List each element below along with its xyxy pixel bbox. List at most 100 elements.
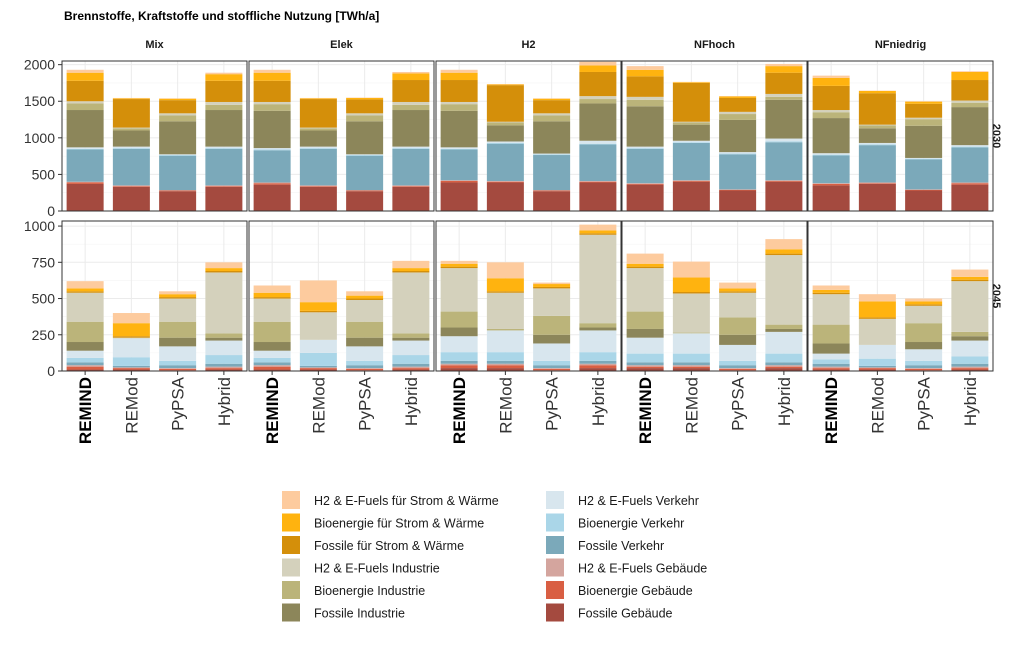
bar-segment-fossile-verkehr-pypsa	[905, 365, 942, 368]
bar-segment-h2-e-fuels-geb-ude-remind	[441, 180, 478, 181]
panel-nfhoch-2030	[622, 61, 807, 211]
bar-segment-h2-e-fuels-geb-ude-remind	[441, 364, 478, 365]
bar-segment-fossile-industrie-hybrid	[392, 110, 429, 147]
legend-label: H2 & E-Fuels Verkehr	[578, 494, 699, 508]
bar-segment-h2-e-fuels-verkehr-hybrid	[205, 341, 242, 355]
facet-label-nfhoch: NFhoch	[694, 39, 735, 51]
x-tick-label-hybrid: Hybrid	[215, 377, 234, 426]
bar-segment-fossile-f-r-strom-w-rme-remod	[300, 311, 337, 312]
bar-segment-bioenergie-f-r-strom-w-rme-pypsa	[719, 288, 756, 291]
bar-segment-h2-e-fuels-industrie-pypsa	[905, 118, 942, 119]
bar-segment-h2-e-fuels-f-r-strom-w-rme-hybrid	[951, 71, 988, 72]
bar-segment-fossile-industrie-hybrid	[205, 110, 242, 147]
bar-segment-fossile-verkehr-hybrid	[205, 149, 242, 186]
legend-item-h2-e-fuels-f-r-strom-w-rme: H2 & E-Fuels für Strom & Wärme	[282, 491, 499, 509]
bar-segment-h2-e-fuels-verkehr-remind	[254, 351, 291, 358]
bar-segment-bioenergie-verkehr-pypsa	[905, 159, 942, 160]
bar-segment-fossile-f-r-strom-w-rme-remind	[627, 76, 664, 96]
bar-segment-h2-e-fuels-geb-ude-pypsa	[905, 368, 942, 369]
bar-segment-bioenergie-geb-ude-remind	[441, 181, 478, 182]
bar-segment-bioenergie-verkehr-remind	[67, 149, 104, 150]
x-tick-label-remod: REMod	[122, 377, 141, 434]
y-tick-label-2030-1000: 1000	[24, 130, 55, 146]
bar-segment-h2-e-fuels-f-r-strom-w-rme-remind	[67, 70, 104, 73]
bar-segment-bioenergie-industrie-remind	[627, 100, 664, 107]
bar-segment-h2-e-fuels-verkehr-pypsa	[719, 345, 756, 361]
x-tick-label-pypsa: PyPSA	[729, 376, 748, 431]
bar-segment-bioenergie-f-r-strom-w-rme-remod	[300, 302, 337, 311]
bar-segment-h2-e-fuels-f-r-strom-w-rme-pypsa	[159, 291, 196, 294]
bar-segment-h2-e-fuels-industrie-hybrid	[392, 102, 429, 105]
bar-segment-h2-e-fuels-geb-ude-remod	[113, 185, 150, 186]
bar-segment-fossile-verkehr-remod	[673, 143, 710, 180]
bar-segment-h2-e-fuels-f-r-strom-w-rme-remind	[441, 70, 478, 73]
bar-segment-bioenergie-industrie-hybrid	[765, 325, 802, 329]
bar-segment-bioenergie-verkehr-remod	[673, 142, 710, 143]
bar-segment-h2-e-fuels-verkehr-remod	[300, 340, 337, 353]
bar-segment-fossile-verkehr-remod	[487, 361, 524, 364]
bar-segment-fossile-industrie-pypsa	[159, 121, 196, 154]
bar-segment-bioenergie-geb-ude-remind	[627, 184, 664, 185]
x-tick-label-remod: REMod	[496, 377, 515, 434]
bar-segment-h2-e-fuels-f-r-strom-w-rme-hybrid	[579, 62, 616, 66]
legend-label: Fossile für Strom & Wärme	[314, 539, 464, 553]
bar-segment-fossile-verkehr-remod	[300, 149, 337, 186]
bar-segment-bioenergie-industrie-pypsa	[533, 116, 570, 122]
legend-item-bioenergie-verkehr: Bioenergie Verkehr	[546, 514, 684, 532]
bar-segment-h2-e-fuels-industrie-remind	[254, 102, 291, 104]
bar-segment-fossile-verkehr-hybrid	[765, 142, 802, 180]
bar-segment-fossile-verkehr-hybrid	[579, 144, 616, 181]
bar-segment-h2-e-fuels-industrie-pypsa	[533, 113, 570, 115]
bar-segment-bioenergie-industrie-hybrid	[205, 105, 242, 110]
legend-label: Fossile Gebäude	[578, 607, 673, 621]
legend-item-h2-e-fuels-verkehr: H2 & E-Fuels Verkehr	[546, 491, 699, 509]
legend-item-bioenergie-industrie: Bioenergie Industrie	[282, 581, 425, 599]
bar-segment-h2-e-fuels-geb-ude-remind	[627, 183, 664, 184]
bar-segment-fossile-geb-ude-pypsa	[346, 191, 383, 211]
bar-segment-h2-e-fuels-f-r-strom-w-rme-hybrid	[205, 262, 242, 268]
bar-segment-bioenergie-geb-ude-remod	[487, 365, 524, 368]
bar-segment-fossile-industrie-remod	[300, 131, 337, 147]
bar-segment-bioenergie-verkehr-pypsa	[346, 361, 383, 365]
bar-segment-fossile-industrie-remind	[627, 329, 664, 338]
bar-segment-fossile-f-r-strom-w-rme-pypsa	[905, 104, 942, 118]
bar-segment-h2-e-fuels-verkehr-pypsa	[159, 346, 196, 360]
bar-segment-bioenergie-f-r-strom-w-rme-hybrid	[951, 277, 988, 280]
bar-segment-fossile-industrie-remind	[67, 342, 104, 351]
bar-segment-h2-e-fuels-geb-ude-hybrid	[951, 367, 988, 368]
bar-segment-bioenergie-verkehr-remind	[813, 359, 850, 363]
bar-segment-h2-e-fuels-industrie-hybrid	[392, 272, 429, 333]
bar-segment-fossile-f-r-strom-w-rme-hybrid	[579, 233, 616, 234]
bar-segment-h2-e-fuels-verkehr-pypsa	[905, 158, 942, 159]
bar-segment-fossile-industrie-pypsa	[346, 121, 383, 154]
bar-segment-h2-e-fuels-geb-ude-remind	[627, 365, 664, 366]
bar-segment-h2-e-fuels-verkehr-hybrid	[579, 330, 616, 352]
bar-segment-h2-e-fuels-geb-ude-hybrid	[765, 365, 802, 366]
bar-segment-h2-e-fuels-verkehr-pypsa	[533, 343, 570, 360]
chart-title: Brennstoffe, Kraftstoffe und stoffliche …	[64, 9, 379, 23]
bar-segment-fossile-verkehr-remod	[673, 362, 710, 365]
bar-segment-bioenergie-f-r-strom-w-rme-pypsa	[346, 98, 383, 99]
facet-label-elek: Elek	[330, 39, 354, 51]
bar-segment-bioenergie-geb-ude-hybrid	[579, 365, 616, 368]
legend-swatch	[282, 559, 300, 577]
panel-nfniedrig-2030	[808, 61, 993, 211]
bar-segment-fossile-f-r-strom-w-rme-remind	[627, 267, 664, 268]
bar-segment-bioenergie-verkehr-pypsa	[533, 361, 570, 365]
bar-segment-bioenergie-verkehr-remind	[67, 358, 104, 362]
bar-segment-h2-e-fuels-geb-ude-remod	[300, 367, 337, 368]
bar-segment-fossile-industrie-remind	[67, 110, 104, 147]
bar-segment-fossile-f-r-strom-w-rme-hybrid	[205, 81, 242, 102]
bar-segment-fossile-verkehr-remind	[627, 362, 664, 365]
legend-label: Bioenergie Industrie	[314, 584, 425, 598]
y-tick-label-2045-0: 0	[47, 363, 55, 379]
bar-segment-fossile-verkehr-remod	[859, 145, 896, 182]
bar-segment-bioenergie-verkehr-remod	[113, 357, 150, 366]
legend-label: Fossile Verkehr	[578, 539, 664, 553]
bar-segment-fossile-geb-ude-remod	[673, 182, 710, 211]
bar-segment-h2-e-fuels-geb-ude-remind	[254, 365, 291, 366]
bar-segment-bioenergie-verkehr-pypsa	[346, 155, 383, 156]
bar-segment-fossile-industrie-hybrid	[392, 338, 429, 341]
bar-segment-h2-e-fuels-industrie-hybrid	[205, 272, 242, 333]
